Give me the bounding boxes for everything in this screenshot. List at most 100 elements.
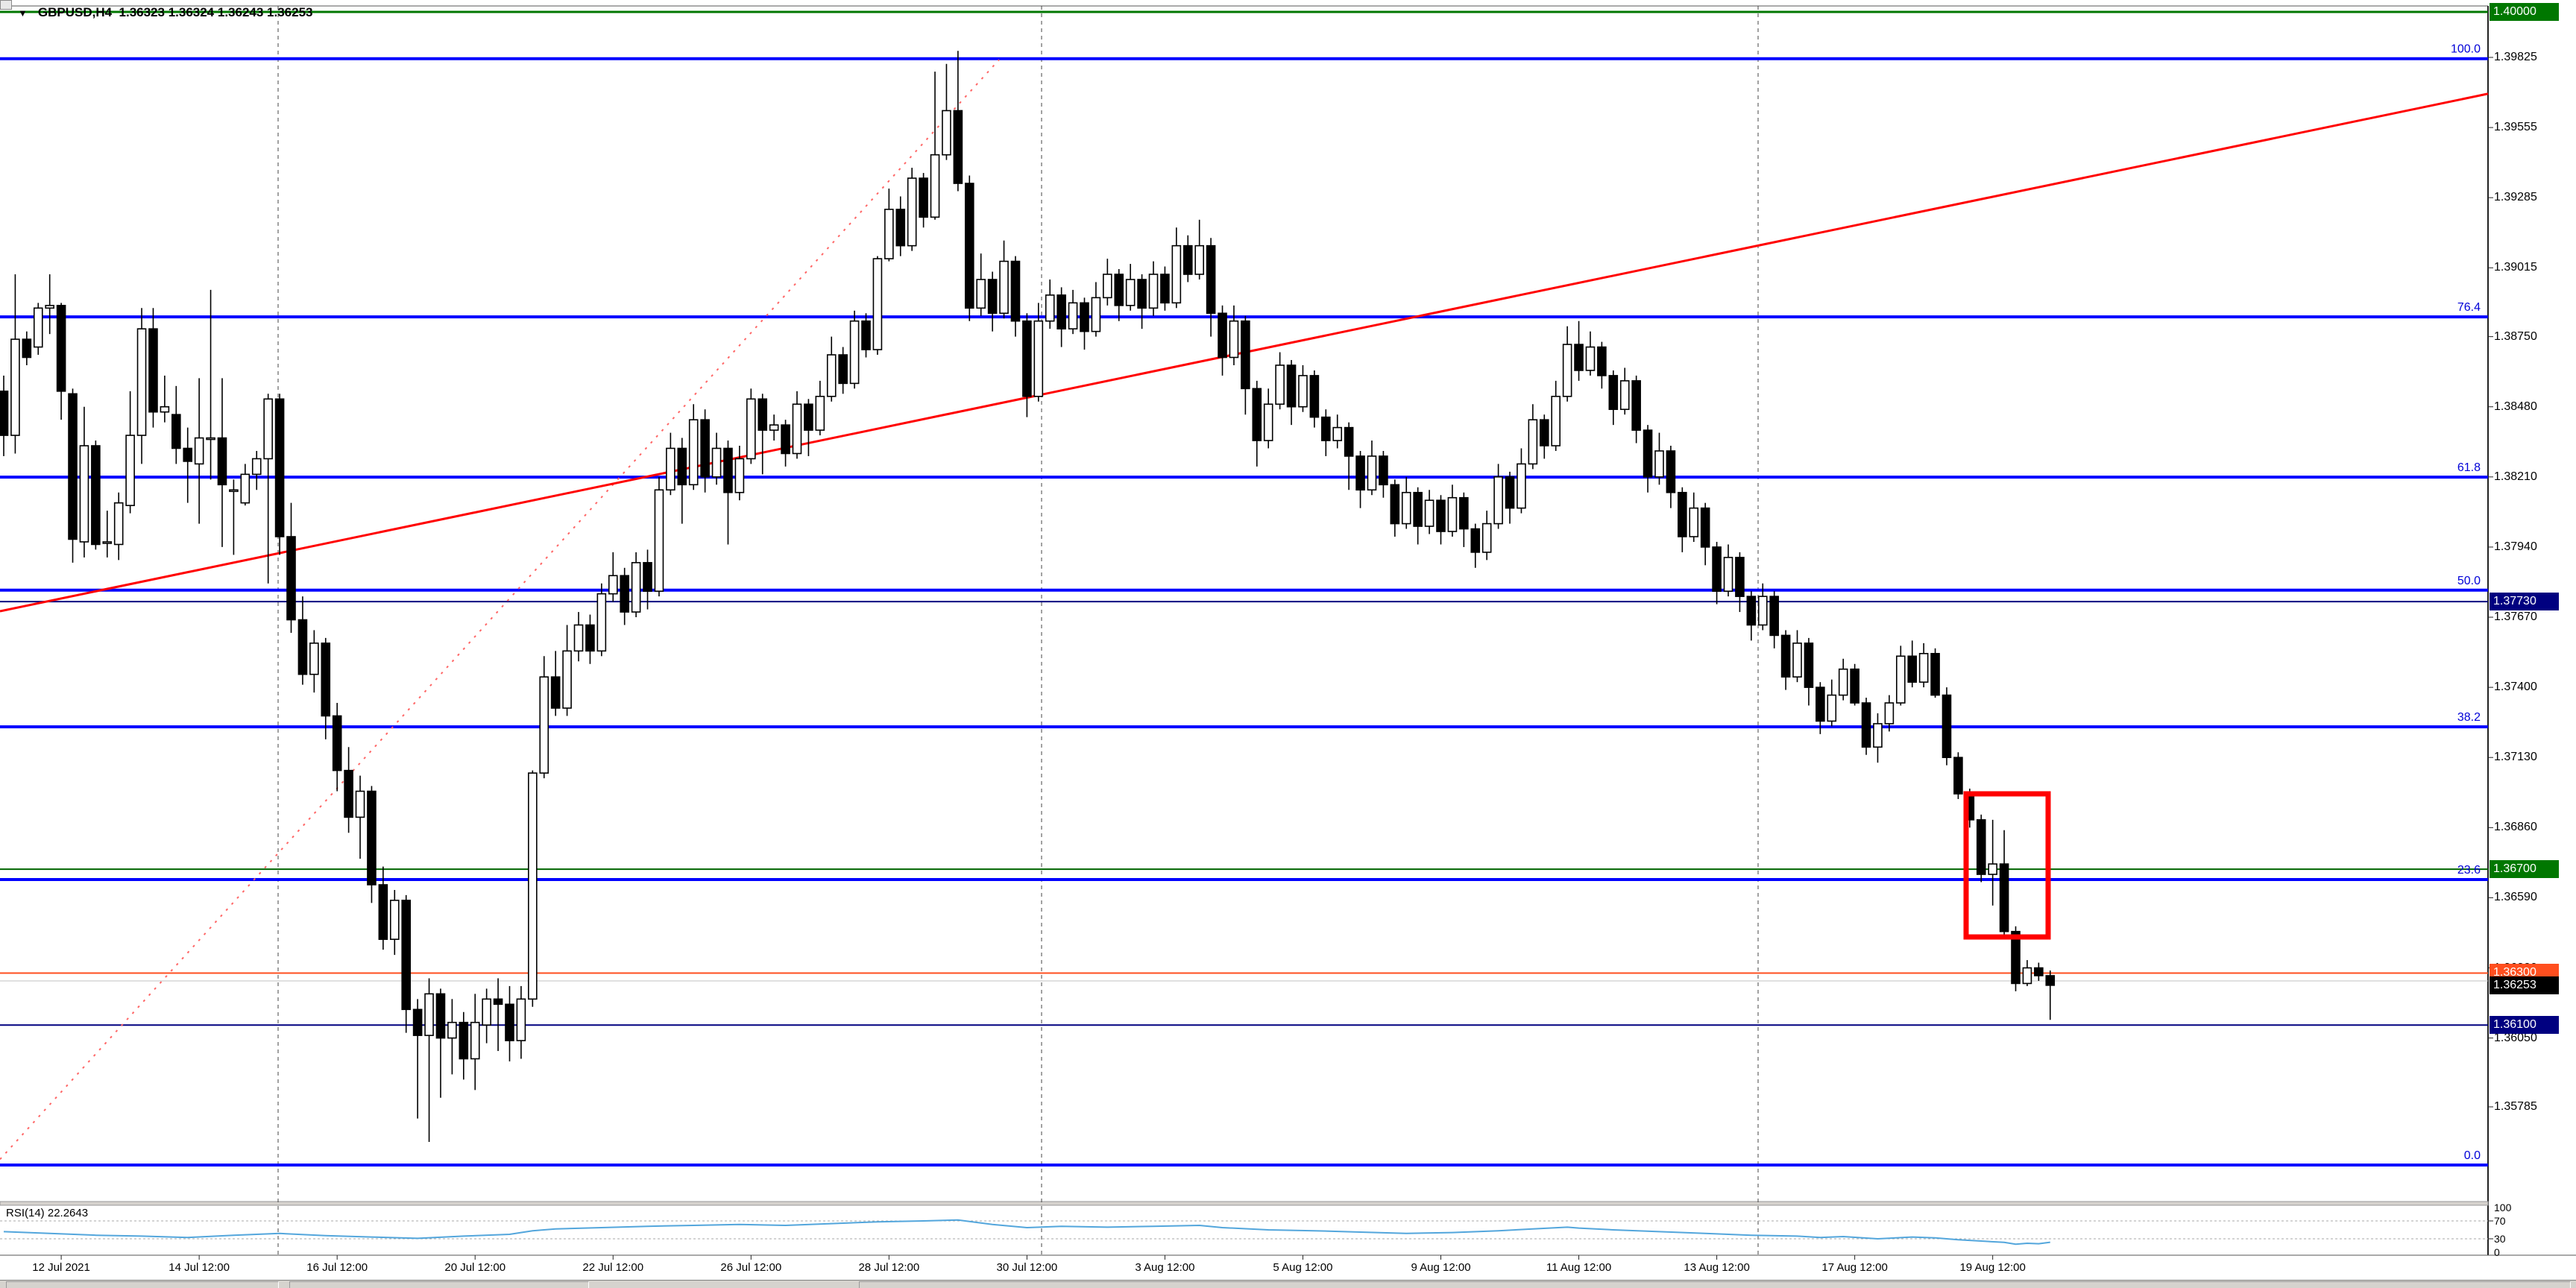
- fibonacci-level-label: 50.0: [2457, 575, 2481, 587]
- candle-bullish: [1068, 302, 1078, 329]
- candle-bearish: [1505, 476, 1515, 509]
- candle-bullish: [309, 643, 319, 675]
- price-level-badge: 1.36100: [2490, 1016, 2559, 1035]
- candle-bullish: [1562, 344, 1572, 397]
- candle-bearish: [620, 575, 629, 613]
- candle-bullish: [1125, 279, 1136, 306]
- candle-bullish: [1988, 863, 1997, 875]
- candle-bullish: [654, 489, 664, 592]
- candle-bearish: [1574, 344, 1584, 371]
- candle-bearish: [1850, 668, 1859, 704]
- candle-bullish: [1654, 450, 1664, 478]
- candle-bearish: [1930, 653, 1940, 696]
- candle-bullish: [263, 398, 273, 460]
- candle-bullish: [1148, 274, 1159, 309]
- candle-bullish: [666, 447, 676, 491]
- candle-bearish: [505, 1003, 514, 1041]
- candle-bullish: [251, 458, 262, 476]
- candle-bearish: [1182, 244, 1193, 275]
- candle-bullish: [1551, 395, 1561, 446]
- candle-bearish: [1953, 757, 1963, 795]
- price-tick-label: 1.35785: [2494, 1099, 2537, 1113]
- price-axis[interactable]: [2489, 0, 2576, 1255]
- candle-bearish: [148, 328, 158, 413]
- candle-bullish: [1275, 364, 1285, 405]
- candle-bullish: [355, 790, 365, 818]
- time-axis-label: 30 Jul 12:00: [996, 1261, 1058, 1274]
- candle-bullish: [1229, 320, 1239, 359]
- price-tick-label: 1.36860: [2494, 821, 2537, 834]
- chart-context-arrow-icon[interactable]: ▼: [18, 7, 28, 19]
- candle-bearish: [1816, 686, 1825, 722]
- candle-bullish: [1528, 419, 1538, 465]
- candle-bearish: [1080, 302, 1089, 332]
- candle-bullish: [1723, 557, 1733, 592]
- candle-bullish: [1033, 320, 1044, 397]
- price-tick-label: 1.37940: [2494, 540, 2537, 553]
- price-tick-label: 1.36050: [2494, 1031, 2537, 1044]
- fibonacci-level-label: 76.4: [2457, 301, 2481, 314]
- candle-bullish: [1298, 375, 1308, 408]
- candle-bullish: [1263, 403, 1273, 441]
- candle-bullish: [1045, 294, 1055, 322]
- time-axis-label: 20 Jul 12:00: [444, 1261, 506, 1274]
- candle-bearish: [861, 320, 871, 350]
- candle-bullish: [424, 993, 434, 1036]
- candle-bearish: [1010, 260, 1021, 322]
- time-axis-label: 14 Jul 12:00: [169, 1261, 230, 1274]
- pane-divider[interactable]: [0, 1201, 2489, 1206]
- candle-bullish: [1517, 463, 1526, 509]
- candle-bearish: [1643, 429, 1653, 478]
- fibonacci-level-label: 100.0: [2451, 43, 2481, 56]
- price-level-badge: 1.37730: [2490, 593, 2559, 611]
- candle-bearish: [1137, 279, 1147, 309]
- candle-bullish: [206, 437, 215, 441]
- candle-bearish: [1712, 546, 1722, 592]
- candle-bearish: [91, 445, 101, 546]
- candle-bearish: [987, 279, 998, 315]
- candle-bearish: [643, 562, 652, 592]
- candle-bullish: [125, 435, 135, 506]
- candle-bullish: [734, 458, 745, 493]
- candle-bearish: [1861, 702, 1871, 748]
- candle-bullish: [389, 900, 400, 940]
- candle-bearish: [1379, 455, 1388, 486]
- candle-bearish: [1470, 528, 1481, 553]
- price-tick-label: 1.38750: [2494, 329, 2537, 343]
- candle-bearish: [274, 398, 285, 537]
- time-axis-label: 22 Jul 12:00: [582, 1261, 644, 1274]
- candle-bearish: [401, 900, 412, 1011]
- candle-bullish: [1171, 244, 1182, 304]
- rsi-scale-label: 30: [2494, 1233, 2506, 1245]
- candle-bullish: [1481, 523, 1492, 553]
- price-level-badge: 1.36700: [2490, 860, 2559, 879]
- candle-bearish: [781, 424, 790, 455]
- candle-bullish: [1757, 596, 1768, 626]
- candle-bearish: [700, 419, 710, 478]
- candle-bearish: [378, 884, 388, 940]
- candle-bearish: [550, 676, 561, 709]
- candle-bearish: [723, 447, 733, 493]
- rsi-scale-label: 0: [2494, 1246, 2500, 1258]
- candle-bearish: [1804, 643, 1814, 688]
- candle-bearish: [217, 437, 227, 486]
- candle-bullish: [907, 177, 917, 247]
- candle-bullish: [1827, 694, 1837, 722]
- fibonacci-level-label: 61.8: [2457, 461, 2481, 474]
- time-axis-label: 28 Jul 12:00: [858, 1261, 920, 1274]
- candle-bullish: [516, 998, 526, 1041]
- candle-bullish: [10, 338, 20, 436]
- candle-bullish: [815, 395, 825, 431]
- candle-bullish: [33, 307, 43, 348]
- highlight-rectangle: [1963, 791, 2051, 940]
- candle-bullish: [1401, 491, 1411, 525]
- candle-bullish: [562, 650, 572, 709]
- candle-bearish: [677, 447, 687, 486]
- candle-bearish: [1114, 274, 1124, 306]
- candle-bearish: [1206, 244, 1216, 315]
- candle-bearish: [1746, 596, 1757, 626]
- candle-bearish: [183, 447, 193, 462]
- time-axis-label: 26 Jul 12:00: [720, 1261, 782, 1274]
